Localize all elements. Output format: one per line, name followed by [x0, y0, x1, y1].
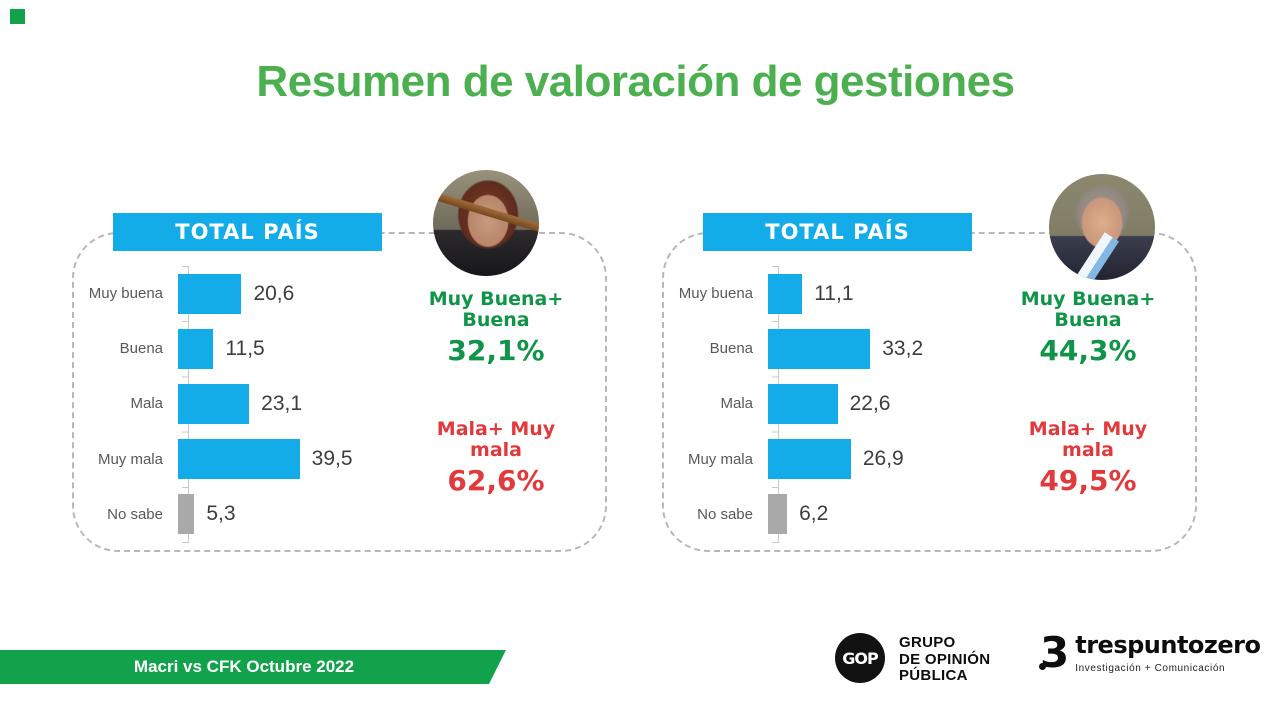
- macri-header-label: TOTAL PAÍS: [765, 220, 910, 244]
- bar-row: Muy buena 11,1: [662, 266, 1002, 321]
- bar: [768, 273, 803, 314]
- trespuntozero-text: trespuntozero Investigación + Comunicaci…: [1075, 631, 1261, 675]
- bar-row: Buena 11,5: [72, 321, 412, 376]
- value-label: 33,2: [882, 336, 924, 360]
- cfk-negative-summary-label: Mala+ Muy mala: [436, 418, 556, 461]
- cfk-summary: Muy Buena+ Buena 32,1% Mala+ Muy mala 62…: [411, 288, 581, 498]
- gop-logo-icon: GOP: [835, 633, 885, 683]
- cfk-negative-summary-value: 62,6%: [447, 464, 545, 497]
- macri-panel: TOTAL PAÍS Muy buena 11,1 Buena 33,2 Mala 22,…: [662, 170, 1197, 552]
- category-label: Muy mala: [687, 450, 753, 468]
- bar: [768, 439, 851, 480]
- value-label: 5,3: [206, 502, 236, 526]
- slide-accent-square: [10, 9, 25, 24]
- cfk-bar-chart: Muy buena 20,6 Buena 11,5 Mala 23,1 Muy mala 39…: [72, 266, 412, 544]
- category-label: Mala: [130, 395, 163, 413]
- bar: [178, 328, 214, 369]
- macri-positive-summary-label: Muy Buena+ Buena: [1020, 288, 1156, 331]
- category-label: Mala: [720, 395, 753, 413]
- footer-banner-label: Macri vs CFK Octubre 2022: [133, 657, 355, 676]
- slide-title: Resumen de valoración de gestiones: [256, 57, 1015, 106]
- bar: [768, 328, 871, 369]
- bar-row: No sabe 6,2: [662, 487, 1002, 542]
- bar-row: Buena 33,2: [662, 321, 1002, 376]
- macri-negative-summary-label: Mala+ Muy mala: [1028, 418, 1148, 461]
- bar: [768, 383, 838, 424]
- category-label: Muy buena: [678, 285, 753, 303]
- macri-photo: [1049, 174, 1155, 280]
- category-label: Muy buena: [88, 285, 163, 303]
- value-label: 6,2: [799, 502, 829, 526]
- bar: [178, 383, 250, 424]
- bar: [178, 273, 242, 314]
- bar-row: Mala 22,6: [662, 376, 1002, 431]
- cfk-panel: TOTAL PAÍS Muy buena 20,6 Buena 11,5 Mala 23,…: [72, 170, 607, 552]
- cfk-header-label: TOTAL PAÍS: [175, 220, 320, 244]
- gop-text-line1: GRUPO: [899, 634, 956, 651]
- category-label: Buena: [119, 340, 163, 358]
- footer-banner: Macri vs CFK Octubre 2022: [0, 650, 506, 684]
- gop-text-line3: PÚBLICA: [899, 667, 968, 684]
- value-label: 11,5: [225, 336, 265, 360]
- value-label: 39,5: [311, 447, 353, 471]
- trespuntozero-numeral-icon: 3: [1039, 628, 1075, 677]
- value-label: 22,6: [849, 391, 891, 415]
- value-label: 23,1: [261, 391, 303, 415]
- gop-logo-text: GRUPO DE OPINIÓN PÚBLICA: [899, 633, 990, 685]
- trespuntozero-logo: 3 trespuntozero Investigación + Comunica…: [1039, 628, 1261, 677]
- gop-monogram: GOP: [842, 648, 878, 668]
- value-label: 20,6: [253, 281, 295, 305]
- cfk-positive-summary-label: Muy Buena+ Buena: [428, 288, 564, 331]
- trespuntozero-name: trespuntozero: [1075, 631, 1261, 659]
- macri-bar-chart: Muy buena 11,1 Buena 33,2 Mala 22,6 Muy mala 26…: [662, 266, 1002, 544]
- category-label: No sabe: [697, 505, 753, 523]
- bar-row: Muy mala 39,5: [72, 432, 412, 487]
- macri-summary: Muy Buena+ Buena 44,3% Mala+ Muy mala 49…: [1003, 288, 1173, 498]
- bar: [178, 439, 300, 480]
- trespuntozero-tagline: Investigación + Comunicación: [1075, 663, 1226, 674]
- macri-negative-summary-value: 49,5%: [1039, 464, 1137, 497]
- cfk-header-box: TOTAL PAÍS: [113, 213, 382, 251]
- trespuntozero-dot-icon: [1039, 663, 1046, 670]
- category-label: No sabe: [107, 505, 163, 523]
- bar: [768, 494, 788, 535]
- trespuntozero-numeral: 3: [1040, 628, 1070, 677]
- gop-logo: GOP GRUPO DE OPINIÓN PÚBLICA: [835, 633, 990, 685]
- cfk-positive-summary-value: 32,1%: [447, 334, 545, 367]
- bar-row: Muy buena 20,6: [72, 266, 412, 321]
- bar-row: No sabe 5,3: [72, 487, 412, 542]
- category-label: Muy mala: [97, 450, 163, 468]
- bar-row: Muy mala 26,9: [662, 432, 1002, 487]
- macri-positive-summary-value: 44,3%: [1039, 334, 1137, 367]
- category-label: Buena: [709, 340, 753, 358]
- value-label: 11,1: [814, 281, 854, 305]
- bar-row: Mala 23,1: [72, 376, 412, 431]
- macri-header-box: TOTAL PAÍS: [703, 213, 972, 251]
- gop-text-line2: DE OPINIÓN: [899, 650, 991, 668]
- bar: [178, 494, 195, 535]
- value-label: 26,9: [862, 447, 904, 471]
- cfk-photo: [433, 170, 539, 276]
